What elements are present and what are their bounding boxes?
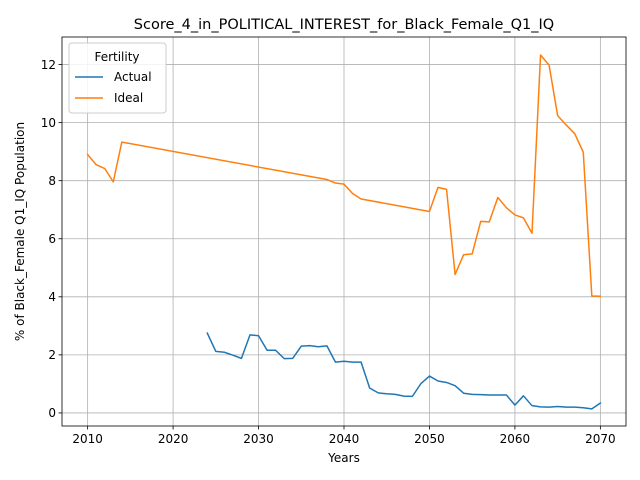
y-tick-label: 4 bbox=[48, 290, 56, 304]
x-tick-label: 2010 bbox=[72, 432, 103, 446]
y-tick-label: 0 bbox=[48, 406, 56, 420]
x-tick-label: 2070 bbox=[585, 432, 616, 446]
chart-title: Score_4_in_POLITICAL_INTEREST_for_Black_… bbox=[134, 17, 554, 33]
y-tick-label: 2 bbox=[48, 348, 56, 362]
y-tick-label: 8 bbox=[48, 174, 56, 188]
x-tick-label: 2030 bbox=[243, 432, 274, 446]
y-tick-label: 12 bbox=[41, 58, 56, 72]
y-axis-ticks: 0 2 4 6 8 10 12 bbox=[41, 58, 62, 420]
legend-title: Fertility bbox=[94, 50, 139, 64]
legend: Fertility Actual Ideal bbox=[68, 42, 167, 114]
x-tick-label: 2020 bbox=[158, 432, 189, 446]
grid-lines bbox=[62, 37, 626, 426]
x-tick-label: 2050 bbox=[414, 432, 445, 446]
y-tick-label: 6 bbox=[48, 232, 56, 246]
legend-label-ideal: Ideal bbox=[114, 91, 143, 105]
series-lines bbox=[86, 54, 602, 410]
series-line-actual bbox=[206, 332, 602, 410]
x-axis-ticks: 2010 2020 2030 2040 2050 2060 2070 bbox=[72, 426, 616, 446]
x-axis-label: Years bbox=[327, 451, 360, 465]
legend-label-actual: Actual bbox=[114, 70, 152, 84]
x-tick-label: 2040 bbox=[329, 432, 360, 446]
y-tick-label: 10 bbox=[41, 116, 56, 130]
series-line-ideal bbox=[86, 54, 602, 298]
y-axis-label: % of Black_Female Q1_IQ Population bbox=[13, 122, 27, 341]
legend-box bbox=[68, 42, 167, 114]
x-tick-label: 2060 bbox=[500, 432, 531, 446]
